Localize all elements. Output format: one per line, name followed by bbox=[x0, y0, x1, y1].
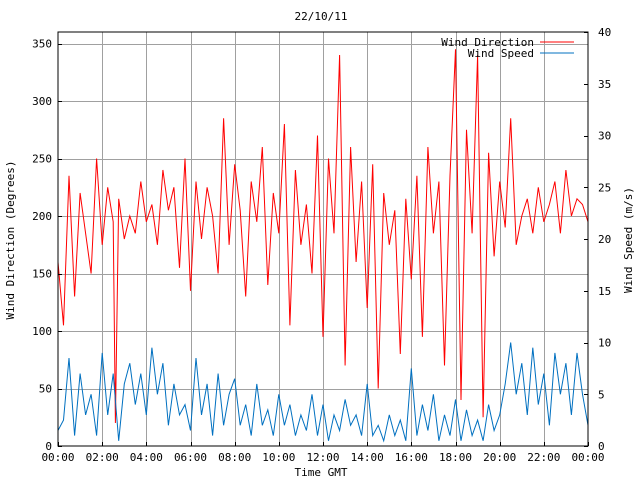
x-tick-label-1: 02:00 bbox=[86, 451, 119, 464]
ticks bbox=[58, 32, 589, 447]
y-left-tick-label-4: 200 bbox=[32, 210, 52, 223]
x-tick-label-12: 00:00 bbox=[571, 451, 604, 464]
series-line-wind-direction bbox=[57, 49, 589, 424]
y-right-tick-label-4: 20 bbox=[598, 233, 611, 246]
y-left-tick-label-1: 50 bbox=[39, 383, 52, 396]
y-left-tick-label-5: 250 bbox=[32, 153, 52, 166]
x-tick-label-11: 22:00 bbox=[527, 451, 560, 464]
x-tick-label-2: 04:00 bbox=[130, 451, 163, 464]
y-right-tick-label-5: 25 bbox=[598, 181, 611, 194]
x-tick-label-8: 16:00 bbox=[395, 451, 428, 464]
y-left-tick-label-7: 350 bbox=[32, 38, 52, 51]
y-left-tick-label-0: 0 bbox=[45, 440, 52, 453]
y-right-tick-label-0: 0 bbox=[598, 440, 605, 453]
legend-label-wind-direction: Wind Direction bbox=[441, 36, 534, 49]
y-left-tick-label-6: 300 bbox=[32, 95, 52, 108]
y-right-tick-label-6: 30 bbox=[598, 130, 611, 143]
tick-labels: 00:00 02:00 04:00 06:00 08:00 10:00 12:00 14:00… bbox=[32, 26, 611, 464]
x-tick-label-3: 06:00 bbox=[174, 451, 207, 464]
series-layer bbox=[57, 49, 589, 443]
legend-label-wind-speed: Wind Speed bbox=[468, 47, 534, 60]
x-tick-label-9: 18:00 bbox=[439, 451, 472, 464]
x-tick-label-10: 20:00 bbox=[483, 451, 516, 464]
y-axis-label-left: Wind Direction (Degrees) bbox=[4, 161, 17, 320]
y-left-tick-label-3: 150 bbox=[32, 268, 52, 281]
chart-title: 22/10/11 bbox=[295, 10, 348, 23]
y-right-tick-label-2: 10 bbox=[598, 337, 611, 350]
y-left-tick-label-2: 100 bbox=[32, 325, 52, 338]
y-right-tick-label-8: 40 bbox=[598, 26, 611, 39]
y-right-tick-label-1: 5 bbox=[598, 388, 605, 401]
x-tick-label-7: 14:00 bbox=[351, 451, 384, 464]
x-axis-label: Time GMT bbox=[295, 466, 348, 479]
y-right-tick-label-3: 15 bbox=[598, 285, 611, 298]
x-tick-label-4: 08:00 bbox=[218, 451, 251, 464]
legend: Wind Direction Wind Speed bbox=[441, 36, 574, 60]
x-tick-label-0: 00:00 bbox=[41, 451, 74, 464]
series-line-wind-speed bbox=[57, 342, 589, 443]
y-axis-label-right: Wind Speed (m/s) bbox=[622, 187, 635, 293]
x-tick-label-5: 10:00 bbox=[262, 451, 295, 464]
x-tick-label-6: 12:00 bbox=[306, 451, 339, 464]
y-right-tick-label-7: 35 bbox=[598, 78, 611, 91]
